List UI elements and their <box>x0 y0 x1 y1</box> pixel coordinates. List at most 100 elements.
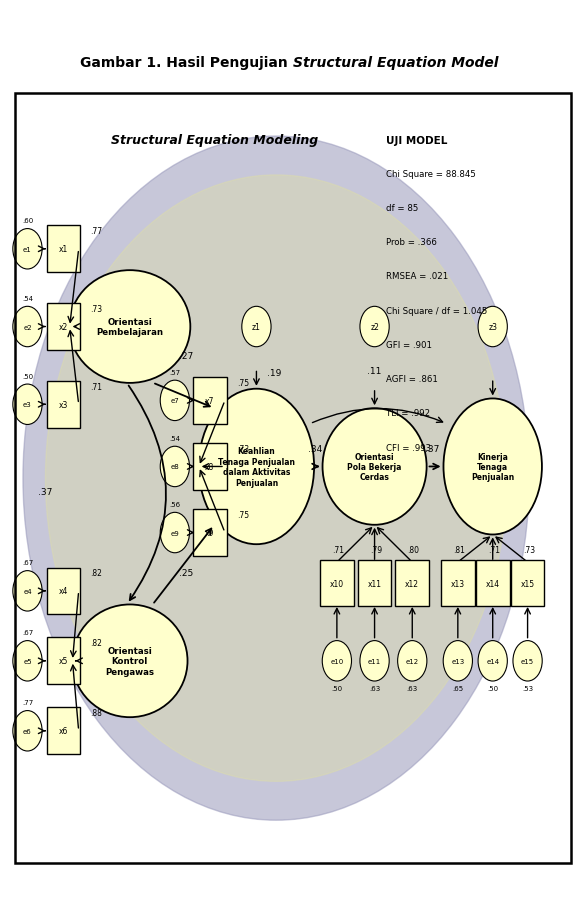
Text: .34: .34 <box>308 444 323 453</box>
Ellipse shape <box>322 641 352 681</box>
Text: .53: .53 <box>522 685 533 692</box>
Text: .56: .56 <box>169 501 180 507</box>
Ellipse shape <box>322 409 427 526</box>
Ellipse shape <box>160 513 189 554</box>
Text: e11: e11 <box>368 658 381 664</box>
Text: e2: e2 <box>23 324 32 330</box>
Text: Chi Square / df = 1.045: Chi Square / df = 1.045 <box>386 306 487 315</box>
Text: x2: x2 <box>59 322 68 331</box>
Text: AGFI = .861: AGFI = .861 <box>386 375 438 384</box>
Ellipse shape <box>13 307 42 348</box>
Text: .80: .80 <box>407 545 420 554</box>
Text: Chi Square = 88.845: Chi Square = 88.845 <box>386 170 476 179</box>
Text: .50: .50 <box>487 685 498 692</box>
Text: x8: x8 <box>205 462 214 471</box>
Text: e6: e6 <box>23 728 32 734</box>
FancyBboxPatch shape <box>357 560 391 607</box>
FancyBboxPatch shape <box>193 377 227 424</box>
Text: CFI = .993: CFI = .993 <box>386 443 431 452</box>
Text: e9: e9 <box>171 530 179 536</box>
Text: .82: .82 <box>90 638 103 647</box>
FancyBboxPatch shape <box>47 568 80 614</box>
Text: .81: .81 <box>453 545 465 554</box>
Text: e12: e12 <box>406 658 419 664</box>
FancyBboxPatch shape <box>511 560 544 607</box>
Text: .57: .57 <box>169 369 180 376</box>
Text: z2: z2 <box>370 322 379 331</box>
Text: .77: .77 <box>22 700 33 705</box>
Text: x9: x9 <box>205 528 214 537</box>
Text: .73: .73 <box>237 444 249 453</box>
Text: .67: .67 <box>22 629 33 636</box>
Ellipse shape <box>199 389 314 545</box>
Ellipse shape <box>360 641 389 681</box>
FancyBboxPatch shape <box>441 560 475 607</box>
Text: .37: .37 <box>425 444 440 453</box>
Ellipse shape <box>46 176 507 781</box>
Ellipse shape <box>13 641 42 681</box>
Ellipse shape <box>13 571 42 611</box>
Text: Prob = .366: Prob = .366 <box>386 238 437 247</box>
Ellipse shape <box>72 605 188 717</box>
Ellipse shape <box>360 307 389 348</box>
FancyBboxPatch shape <box>47 226 80 273</box>
Text: .88: .88 <box>90 709 103 718</box>
Ellipse shape <box>13 385 42 425</box>
Text: .71: .71 <box>90 382 103 391</box>
Ellipse shape <box>13 711 42 751</box>
Text: .71: .71 <box>488 545 500 554</box>
Text: .79: .79 <box>370 545 381 554</box>
FancyBboxPatch shape <box>47 638 80 684</box>
Text: Keahlian
Tenaga Penjualan
dalam Aktivitas
Penjualan: Keahlian Tenaga Penjualan dalam Aktivita… <box>218 447 295 487</box>
Text: x11: x11 <box>367 579 381 588</box>
Text: .73: .73 <box>90 304 103 313</box>
Text: .50: .50 <box>331 685 342 692</box>
Text: e8: e8 <box>171 464 179 470</box>
Text: Kinerja
Tenaga
Penjualan: Kinerja Tenaga Penjualan <box>471 452 515 482</box>
Ellipse shape <box>242 307 271 348</box>
Text: x12: x12 <box>406 579 419 588</box>
Text: .27: .27 <box>179 351 193 360</box>
Text: Structural Equation Model: Structural Equation Model <box>293 56 499 70</box>
Text: x15: x15 <box>520 579 534 588</box>
Text: .63: .63 <box>369 685 380 692</box>
Text: df = 85: df = 85 <box>386 204 418 213</box>
Text: .77: .77 <box>90 227 103 236</box>
Text: e7: e7 <box>171 398 179 404</box>
Text: x5: x5 <box>59 656 68 666</box>
Ellipse shape <box>13 229 42 270</box>
FancyBboxPatch shape <box>320 560 354 607</box>
Text: TLI = .992: TLI = .992 <box>386 409 430 418</box>
Text: .71: .71 <box>332 545 344 554</box>
Text: Orientasi
Pola Bekerja
Cerdas: Orientasi Pola Bekerja Cerdas <box>347 452 402 482</box>
Ellipse shape <box>478 307 507 348</box>
Text: .54: .54 <box>169 435 180 442</box>
Text: x14: x14 <box>486 579 500 588</box>
Text: .67: .67 <box>22 560 33 566</box>
FancyBboxPatch shape <box>193 509 227 556</box>
Text: x3: x3 <box>59 400 68 409</box>
Text: Structural Equation Modeling: Structural Equation Modeling <box>111 135 318 147</box>
Ellipse shape <box>513 641 542 681</box>
Text: e10: e10 <box>331 658 343 664</box>
Text: .65: .65 <box>452 685 464 692</box>
Text: z1: z1 <box>252 322 261 331</box>
Text: x7: x7 <box>205 396 214 405</box>
Text: x13: x13 <box>451 579 465 588</box>
Text: .75: .75 <box>237 510 249 519</box>
Text: x1: x1 <box>59 245 68 254</box>
Text: Gambar 1. Hasil Pengujian: Gambar 1. Hasil Pengujian <box>80 56 293 70</box>
Text: .75: .75 <box>237 378 249 387</box>
Text: Orientasi
Kontrol
Pengawas: Orientasi Kontrol Pengawas <box>105 647 154 676</box>
Text: .19: .19 <box>267 368 281 377</box>
Text: e15: e15 <box>521 658 534 664</box>
Text: e13: e13 <box>451 658 465 664</box>
Text: .50: .50 <box>22 374 33 379</box>
Ellipse shape <box>444 399 542 535</box>
Text: z3: z3 <box>488 322 497 331</box>
Ellipse shape <box>478 641 507 681</box>
Text: .37: .37 <box>38 487 53 496</box>
FancyBboxPatch shape <box>47 303 80 350</box>
Text: e5: e5 <box>23 658 32 664</box>
Ellipse shape <box>398 641 427 681</box>
